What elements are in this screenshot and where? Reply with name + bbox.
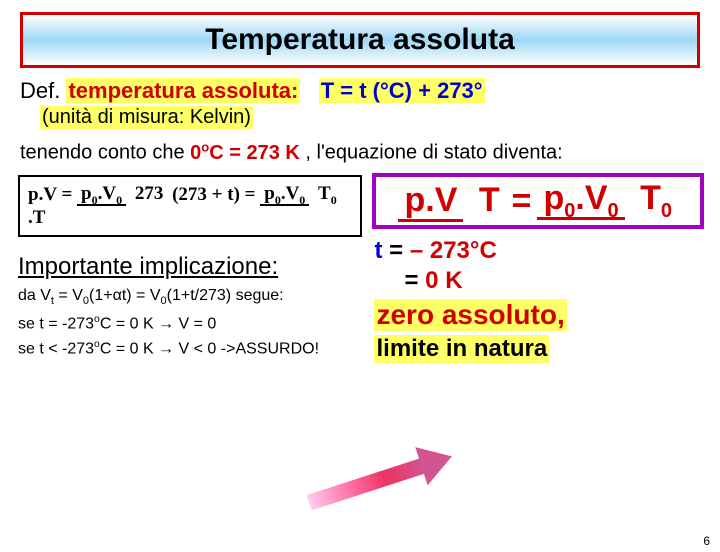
eq-f2d: T (318, 183, 331, 204)
page-title: Temperatura assoluta (205, 23, 515, 56)
derivation-line-2: se t = -273oC = 0 K → V = 0 (18, 314, 362, 333)
s3-mid: C = 0 K (100, 340, 158, 357)
ctx-pre: tenendo conto che (20, 142, 190, 164)
derivation-line-3: se t < -273oC = 0 K → V < 0 ->ASSURDO! (18, 339, 362, 358)
zero-assoluto: zero assoluto, (374, 299, 566, 331)
right-column: p.V T = p0.V0 T0 t = – 273°C = 0 K zero … (368, 171, 708, 366)
s1-pre: da V (18, 287, 51, 304)
s3-post: V < 0 ->ASSURDO! (174, 340, 319, 357)
unit-row: (unità di misura: Kelvin) (40, 106, 253, 129)
s1-mid: = V (54, 287, 83, 304)
eq-tail: .T (28, 207, 45, 228)
eq-f2n2: .V (281, 183, 299, 204)
s3-pre: se t < -273 (18, 340, 94, 357)
s1-mid2: (1+αt) = V (89, 287, 161, 304)
eq-f1n2: .V (98, 183, 116, 204)
beq-rnas: 0 (564, 199, 575, 221)
important-heading: Importante implicazione: (18, 253, 362, 281)
def-formula: T = t (°C) + 273° (319, 78, 485, 103)
definition-row: Def. temperatura assoluta: T = t (°C) + … (20, 78, 700, 104)
beq-lnum: p.V (398, 181, 463, 222)
derivation-line-1: da Vt = V0(1+αt) = V0(1+t/273) segue: (18, 287, 362, 307)
beq-rna: p (543, 179, 564, 217)
page-number: 6 (703, 534, 710, 548)
eq-lhs: p.V (28, 183, 57, 204)
s1-post: (1+t/273) segue: (167, 287, 284, 304)
def-label: Def. (20, 78, 60, 103)
title-banner: Temperatura assoluta (20, 12, 700, 68)
content-row: p.V = p0.V0 273 (273 + t) = p0.V0 T0 .T … (12, 171, 708, 366)
limite-natura: limite in natura (374, 335, 549, 363)
eq-f2ns2: 0 (299, 192, 305, 206)
t-value-line-1: t = – 273°C (374, 237, 702, 265)
beq-lden: T (473, 181, 506, 219)
beq-rnb: .V (575, 179, 607, 217)
ctx-mid: 0 (190, 142, 201, 164)
t-value-line-2: = 0 K (374, 267, 702, 295)
eq-eq1: = (61, 183, 72, 204)
eq-f1d: 273 (131, 183, 168, 204)
beq-rds: 0 (661, 199, 672, 221)
ctx-post: , l'equazione di stato diventa: (305, 142, 562, 164)
arrow-icon: → (158, 340, 174, 357)
eq-f2ds: 0 (331, 192, 337, 206)
s2-mid: C = 0 K (100, 315, 158, 332)
main-equation-box: p.V T = p0.V0 T0 (372, 173, 704, 230)
eq-eq2: = (245, 183, 256, 204)
eq-mid: (273 + t) (172, 183, 240, 204)
tc-v2: 0 K (425, 267, 462, 294)
eq-f1n1: p (81, 183, 92, 204)
left-column: p.V = p0.V0 273 (273 + t) = p0.V0 T0 .T … (12, 171, 368, 366)
def-term: temperatura assoluta: (66, 78, 300, 103)
tc-eq2: = (404, 267, 425, 294)
s2-pre: se t = -273 (18, 315, 94, 332)
arrow-icon: → (158, 315, 174, 332)
beq-rd: T (640, 179, 661, 217)
ctx-mid2: C = 273 K (209, 142, 300, 164)
beq-rnbs: 0 (608, 199, 619, 221)
s2-post: V = 0 (174, 315, 216, 332)
derivation-box: p.V = p0.V0 273 (273 + t) = p0.V0 T0 .T (18, 175, 362, 238)
beq-eq: = (512, 182, 532, 221)
tc-eq1: = (389, 237, 410, 264)
eq-f1ns2: 0 (116, 192, 122, 206)
context-line: tenendo conto che 0oC = 273 K , l'equazi… (20, 139, 700, 165)
eq-f2n1: p (264, 183, 275, 204)
tc-t: t (374, 237, 389, 264)
tc-v1: – 273°C (410, 237, 497, 264)
arrow-graphic (301, 429, 469, 526)
